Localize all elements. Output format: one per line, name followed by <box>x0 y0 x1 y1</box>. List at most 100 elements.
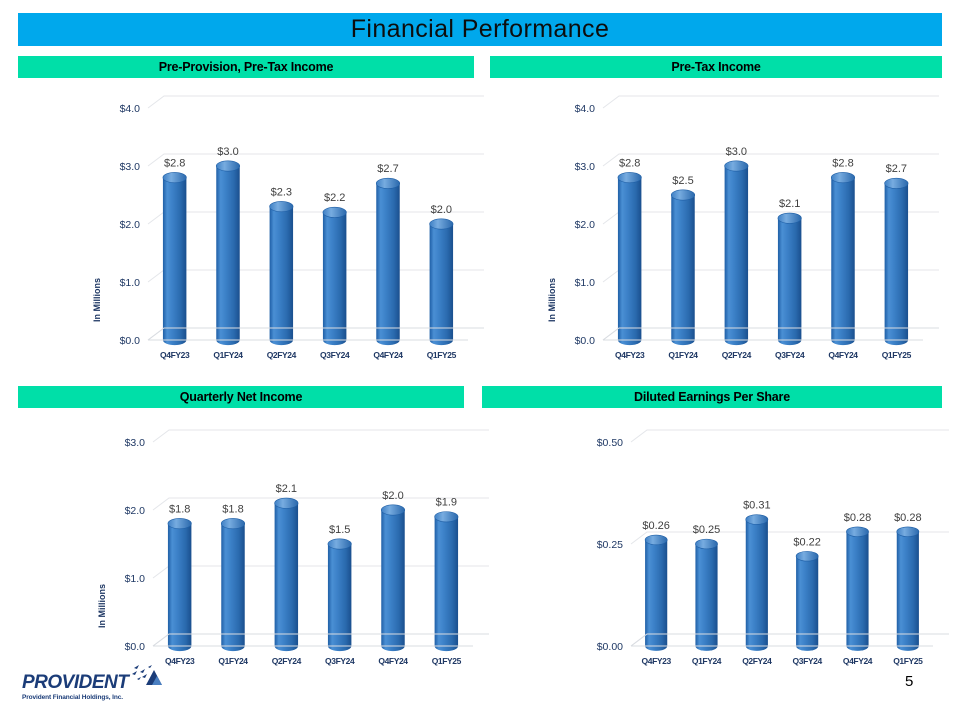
bar <box>884 177 909 346</box>
panel-title: Quarterly Net Income <box>179 390 303 404</box>
bar <box>274 497 299 652</box>
bar-data-label: $2.8 <box>164 157 185 169</box>
bar <box>830 172 856 346</box>
panel-header-pre-provision-pre-tax-income: Pre-Provision, Pre-Tax Income <box>18 56 474 78</box>
bar-data-label: $2.0 <box>431 204 452 216</box>
svg-text:$2.0: $2.0 <box>125 505 146 517</box>
panel-header-quarterly-net-income: Quarterly Net Income <box>18 386 464 408</box>
bar-data-label: $0.28 <box>844 512 872 524</box>
svg-text:$2.0: $2.0 <box>575 219 596 231</box>
y-axis-title: In Millions <box>97 584 107 628</box>
bar-data-label: $0.22 <box>793 536 821 548</box>
bar-data-label: $1.8 <box>222 503 243 515</box>
bar <box>327 538 352 652</box>
bar <box>269 201 294 346</box>
bar <box>215 160 241 346</box>
bar-data-label: $0.26 <box>642 520 670 532</box>
y-axis-title: In Millions <box>92 278 102 322</box>
bar-data-label: $1.9 <box>436 497 457 509</box>
x-axis-tick-label: Q4FY23 <box>615 350 645 360</box>
chart-diluted-earnings-per-share: $0.00 $0.25 $0.50 $0.26 Q4FY23 $0.25 Q1FY24 $0.… <box>575 418 955 680</box>
bar <box>429 218 454 346</box>
chart-quarterly-net-income: $0.0 $1.0 $2.0 $3.0 $1.8 Q4FY23 $1.8 Q1FY24 $2.1… <box>95 418 495 680</box>
bar <box>795 551 819 651</box>
logo-tagline: Provident Financial Holdings, Inc. <box>22 694 123 701</box>
x-axis-tick-label: Q4FY24 <box>378 656 408 666</box>
bar <box>777 212 802 346</box>
x-axis-tick-label: Q1FY24 <box>692 656 722 666</box>
x-axis-tick-label: Q2FY24 <box>272 656 302 666</box>
x-axis-tick-label: Q1FY24 <box>668 350 698 360</box>
bar-data-label: $2.7 <box>886 163 907 175</box>
bar-data-label: $1.8 <box>169 503 190 515</box>
bar-data-label: $2.7 <box>377 163 398 175</box>
bar-data-label: $2.2 <box>324 192 345 204</box>
y-axis-title: In Millions <box>547 278 557 322</box>
svg-text:$2.0: $2.0 <box>120 219 141 231</box>
panel-title: Pre-Tax Income <box>671 60 761 74</box>
x-axis-tick-label: Q1FY25 <box>882 350 912 360</box>
bar-data-label: $0.28 <box>894 512 922 524</box>
svg-text:$0.0: $0.0 <box>120 335 141 347</box>
svg-text:$3.0: $3.0 <box>120 161 141 173</box>
bar-data-label: $2.1 <box>276 483 297 495</box>
x-axis-tick-label: Q4FY23 <box>642 656 672 666</box>
bar <box>644 534 668 651</box>
bar-data-label: $2.8 <box>832 157 853 169</box>
x-axis-tick-label: Q1FY24 <box>213 350 243 360</box>
x-axis-tick-label: Q1FY25 <box>893 656 923 666</box>
x-axis-tick-label: Q2FY24 <box>722 350 752 360</box>
svg-text:$4.0: $4.0 <box>575 103 596 115</box>
bar <box>167 518 192 652</box>
svg-text:$0.25: $0.25 <box>597 539 623 551</box>
bar <box>322 206 347 346</box>
bar-data-label: $3.0 <box>217 146 238 158</box>
svg-text:$1.0: $1.0 <box>575 277 596 289</box>
svg-text:$0.50: $0.50 <box>597 437 623 449</box>
x-axis-tick-label: Q2FY24 <box>742 656 772 666</box>
svg-text:$3.0: $3.0 <box>125 437 146 449</box>
bar <box>220 518 246 652</box>
bar-data-label: $2.8 <box>619 157 640 169</box>
bar-data-label: $2.5 <box>672 175 693 187</box>
bar <box>617 172 642 346</box>
bar-data-label: $3.0 <box>726 146 747 158</box>
bar <box>380 504 406 652</box>
chart-pre-tax-income: $0.0 $1.0 $2.0 $3.0 $4.0 $2.8 Q4FY23 $2.5 Q1FY24… <box>545 84 945 374</box>
svg-text:$0.0: $0.0 <box>575 335 596 347</box>
x-axis-tick-label: Q3FY24 <box>320 350 350 360</box>
bar <box>375 177 401 346</box>
x-axis-tick-label: Q3FY24 <box>775 350 805 360</box>
x-axis-tick-label: Q4FY23 <box>165 656 195 666</box>
x-axis-tick-label: Q1FY25 <box>432 656 462 666</box>
bar <box>695 538 718 651</box>
slide-title-bar: Financial Performance <box>18 13 942 46</box>
panel-title: Diluted Earnings Per Share <box>634 390 790 404</box>
x-axis-tick-label: Q3FY24 <box>793 656 823 666</box>
mountain-peaks-icon <box>130 664 164 691</box>
svg-text:$0.00: $0.00 <box>597 641 623 653</box>
x-axis-tick-label: Q1FY24 <box>218 656 248 666</box>
bar <box>670 189 696 346</box>
svg-text:$3.0: $3.0 <box>575 161 596 173</box>
x-axis-tick-label: Q4FY24 <box>843 656 873 666</box>
svg-text:$0.0: $0.0 <box>125 641 146 653</box>
bar <box>724 160 749 346</box>
bar <box>162 172 187 346</box>
bar <box>745 514 769 651</box>
bar-data-label: $2.3 <box>271 186 292 198</box>
svg-text:$1.0: $1.0 <box>120 277 141 289</box>
x-axis-tick-label: Q4FY23 <box>160 350 190 360</box>
logo-wordmark: PROVIDENT <box>22 672 129 693</box>
panel-header-diluted-earnings-per-share: Diluted Earnings Per Share <box>482 386 942 408</box>
slide-title: Financial Performance <box>350 15 610 43</box>
panel-title: Pre-Provision, Pre-Tax Income <box>158 60 334 74</box>
bar-data-label: $2.0 <box>382 490 403 502</box>
company-logo: PROVIDENT Provident Financial Holdings, … <box>22 664 172 706</box>
bar-data-label: $0.31 <box>743 500 771 512</box>
x-axis-tick-label: Q2FY24 <box>267 350 297 360</box>
bar-data-label: $2.1 <box>779 198 800 210</box>
bar <box>896 526 920 651</box>
chart-pre-provision-pre-tax-income: $0.0 $1.0 $2.0 $3.0 $4.0 $2.8 Q4FY23 $3.0 Q1FY24… <box>90 84 490 374</box>
bar-data-label: $1.5 <box>329 524 350 536</box>
